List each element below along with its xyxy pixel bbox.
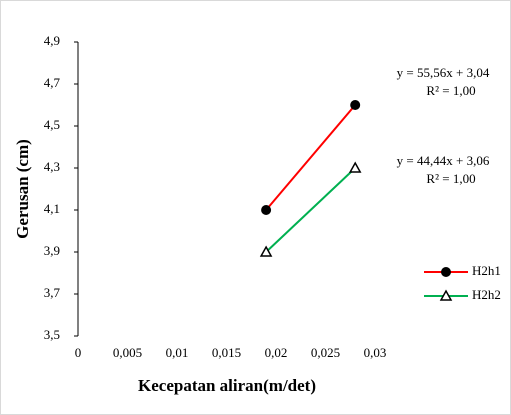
y-tick-label: 4,9 <box>44 33 60 48</box>
x-tick-label: 0,01 <box>166 345 189 360</box>
trend-equation: y = 55,56x + 3,04 <box>397 65 490 80</box>
data-point <box>261 205 272 215</box>
y-axis-label: Gerusan (cm) <box>13 139 32 239</box>
x-tick-label: 0,025 <box>311 345 340 360</box>
y-tick-label: 3,9 <box>44 243 60 258</box>
y-tick-label: 3,5 <box>44 327 60 342</box>
y-tick-label: 3,7 <box>44 285 61 300</box>
trend-r2: R² = 1,00 <box>426 171 475 186</box>
x-tick-label: 0,02 <box>265 345 288 360</box>
trend-equation: y = 44,44x + 3,06 <box>397 153 490 168</box>
x-tick-label: 0,005 <box>113 345 142 360</box>
series-line <box>265 104 356 211</box>
x-tick-label: 0,015 <box>212 345 241 360</box>
y-tick-label: 4,7 <box>44 75 61 90</box>
legend-marker <box>441 267 451 277</box>
data-point <box>259 245 273 257</box>
data-point <box>350 100 361 110</box>
x-tick-label: 0,03 <box>364 345 387 360</box>
legend-label: H2h2 <box>472 287 501 302</box>
series-line <box>265 167 356 253</box>
y-tick-label: 4,1 <box>44 201 60 216</box>
legend-marker <box>439 289 453 301</box>
y-tick-label: 4,3 <box>44 159 60 174</box>
data-point <box>348 161 362 173</box>
y-tick-label: 4,5 <box>44 117 60 132</box>
trend-r2: R² = 1,00 <box>426 83 475 98</box>
x-tick-label: 0 <box>75 345 82 360</box>
x-axis-label: Kecepatan aliran(m/det) <box>138 376 316 395</box>
legend-label: H2h1 <box>472 263 501 278</box>
